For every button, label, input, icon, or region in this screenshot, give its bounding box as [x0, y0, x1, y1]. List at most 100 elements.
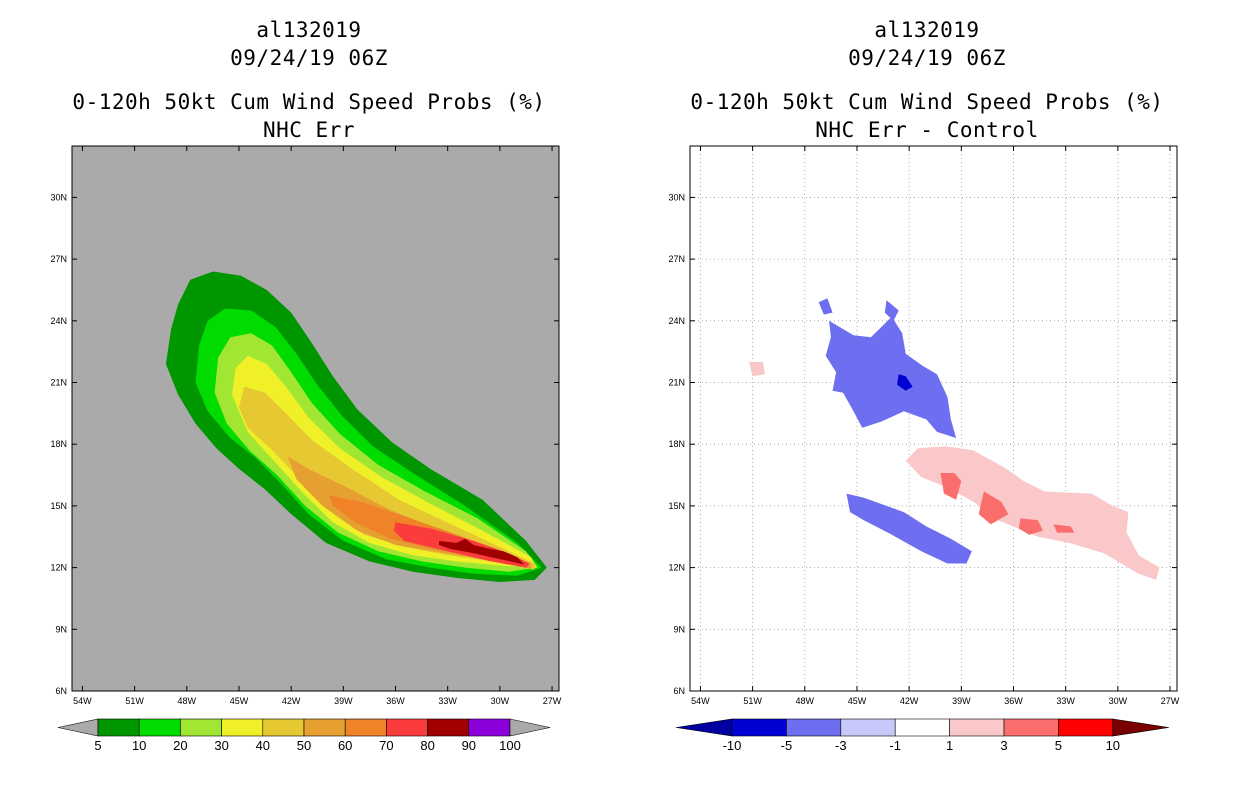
- x-tick-label: 48W: [796, 696, 815, 706]
- x-tick-label: 51W: [743, 696, 762, 706]
- y-tick-label: 21N: [668, 378, 685, 388]
- colorbar-label: 5: [1055, 738, 1062, 753]
- x-tick-label: 45W: [230, 696, 249, 706]
- colorbar-label: 30: [214, 738, 228, 753]
- contour-neg3-region: [884, 300, 899, 321]
- x-tick-label: 39W: [334, 696, 353, 706]
- colorbar-right-arrow: [509, 718, 551, 737]
- y-tick-label: 24N: [50, 316, 67, 326]
- x-tick-label: 42W: [282, 696, 301, 706]
- colorbar-left-arrow: [57, 718, 99, 737]
- x-tick-label: 30W: [1109, 696, 1128, 706]
- chart-right: 54W 51W 48W 45W 42W 39W 36W 33W 30W 27W 6N 9N 12N 15N…: [668, 145, 1180, 753]
- y-tick-label: 30N: [50, 192, 67, 202]
- colorbar-label: 3: [1000, 738, 1007, 753]
- datetime: 09/24/19 06Z: [848, 46, 1006, 70]
- left-panel: al132019 09/24/19 06Z 0-120h 50kt Cum Wi…: [50, 18, 562, 753]
- colorbar-label: -3: [835, 738, 847, 753]
- colorbar-swatch: [180, 718, 222, 737]
- x-tick-label: 33W: [1056, 696, 1075, 706]
- colorbar-label: 10: [132, 738, 146, 753]
- x-tick-label: 27W: [1161, 696, 1180, 706]
- x-tick-label: 36W: [1004, 696, 1023, 706]
- x-tick-label: 30W: [491, 696, 510, 706]
- colorbar-label: -5: [781, 738, 793, 753]
- y-tick-label: 30N: [668, 192, 685, 202]
- colorbar-label: 20: [173, 738, 187, 753]
- contour-neg3-region: [825, 316, 957, 438]
- colorbar-label: 100: [499, 738, 521, 753]
- contour-1-region: [749, 361, 765, 377]
- y-tick-label: 12N: [668, 563, 685, 573]
- contour-neg5-region: [897, 374, 913, 391]
- colorbar-label: 10: [1106, 738, 1120, 753]
- colorbar-label: 5: [94, 738, 101, 753]
- contour-1-region: [905, 446, 1160, 580]
- y-tick-label: 6N: [55, 686, 67, 696]
- colorbar-swatch: [97, 718, 140, 737]
- chart-title: 0-120h 50kt Cum Wind Speed Probs (%): [690, 90, 1164, 114]
- chart-subtitle: NHC Err - Control: [815, 118, 1039, 142]
- colorbar: -10 -5 -3 -1 1 3 5 10: [675, 718, 1169, 753]
- plot-frame: [689, 145, 1178, 692]
- colorbar-label: 60: [338, 738, 352, 753]
- colorbar-label: 90: [462, 738, 476, 753]
- y-tick-label: 9N: [673, 624, 685, 634]
- contour-20-region: [214, 333, 539, 572]
- right-panel: al132019 09/24/19 06Z 0-120h 50kt Cum Wi…: [618, 0, 1236, 800]
- colorbar-swatch: [894, 718, 950, 737]
- plot-frame: [71, 145, 560, 692]
- colorbar-swatch: [840, 718, 896, 737]
- colorbar-left-arrow: [675, 718, 733, 737]
- colorbar-swatch: [731, 718, 787, 737]
- colorbar-label: 50: [297, 738, 311, 753]
- y-tick-label: 6N: [673, 686, 685, 696]
- y-tick-label: 9N: [55, 624, 67, 634]
- storm-id: al132019: [256, 18, 362, 42]
- x-tick-label: 36W: [386, 696, 405, 706]
- x-tick-label: 48W: [178, 696, 197, 706]
- colorbar-swatch: [427, 718, 470, 737]
- y-tick-label: 15N: [50, 501, 67, 511]
- colorbar-swatch: [221, 718, 264, 737]
- contour-3-region: [940, 473, 962, 500]
- colorbar-label: 1: [946, 738, 953, 753]
- y-tick-label: 27N: [668, 254, 685, 264]
- x-tick-label: 54W: [691, 696, 710, 706]
- contour-3-region: [1053, 524, 1075, 533]
- chart-left: 54W 51W 48W 45W 42W 39W 36W 33W 30W 27W 6N 9N 12N 15N…: [50, 145, 562, 753]
- y-tick-label: 21N: [50, 378, 67, 388]
- y-tick-label: 18N: [668, 439, 685, 449]
- contour-neg3-region: [846, 493, 972, 564]
- colorbar: 5 10 20 30 40 50 60 70 80 90 100: [57, 718, 551, 753]
- y-tick-label: 15N: [668, 501, 685, 511]
- y-tick-label: 18N: [50, 439, 67, 449]
- contour-3-region: [978, 491, 1009, 525]
- y-tick-label: 12N: [50, 563, 67, 573]
- x-tick-label: 27W: [543, 696, 562, 706]
- y-tick-label: 24N: [668, 316, 685, 326]
- storm-id: al132019: [874, 18, 980, 42]
- colorbar-swatch: [386, 718, 428, 737]
- colorbar-swatch: [303, 718, 346, 737]
- colorbar-swatch: [262, 718, 305, 737]
- x-tick-label: 42W: [900, 696, 919, 706]
- colorbar-label: -10: [723, 738, 742, 753]
- chart-subtitle: NHC Err: [262, 118, 355, 142]
- colorbar-right-arrow: [1112, 718, 1169, 737]
- colorbar-label: 40: [256, 738, 270, 753]
- colorbar-swatch: [1058, 718, 1114, 737]
- contour-neg3-region: [818, 298, 833, 315]
- colorbar-swatch: [138, 718, 181, 737]
- colorbar-swatch: [949, 718, 1005, 737]
- colorbar-swatch: [786, 718, 842, 737]
- colorbar-label: 80: [420, 738, 434, 753]
- colorbar-label: 70: [379, 738, 393, 753]
- chart-title: 0-120h 50kt Cum Wind Speed Probs (%): [72, 90, 546, 114]
- contour-3-region: [1018, 518, 1044, 535]
- datetime: 09/24/19 06Z: [230, 46, 388, 70]
- x-tick-label: 51W: [125, 696, 144, 706]
- y-tick-label: 27N: [50, 254, 67, 264]
- colorbar-label: -1: [889, 738, 901, 753]
- colorbar-swatch: [344, 718, 387, 737]
